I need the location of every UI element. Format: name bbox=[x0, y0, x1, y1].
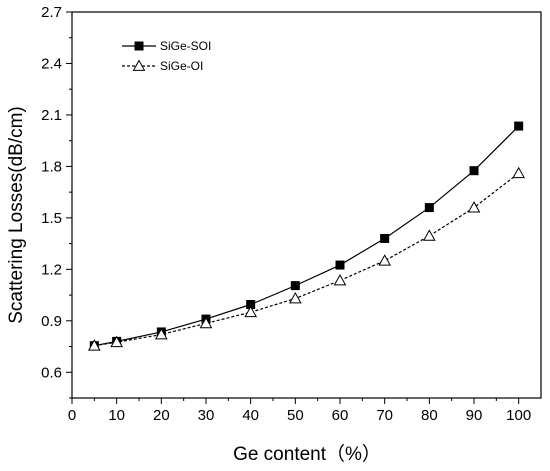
tick-marks bbox=[66, 11, 520, 404]
series-line bbox=[94, 172, 520, 347]
legend: SiGe-SOI SiGe-OI bbox=[122, 39, 211, 73]
legend-label: SiGe-SOI bbox=[160, 39, 211, 53]
y-tick-label: 2.4 bbox=[41, 55, 62, 72]
data-point bbox=[244, 305, 258, 318]
x-tick-label: 40 bbox=[242, 407, 259, 424]
data-point bbox=[199, 316, 213, 329]
x-tick-label: 10 bbox=[108, 407, 125, 424]
legend-marker bbox=[134, 41, 144, 51]
y-tick-label: 1.5 bbox=[41, 210, 62, 227]
data-point bbox=[290, 281, 300, 291]
x-tick-label: 80 bbox=[421, 407, 438, 424]
data-point bbox=[333, 273, 347, 286]
data-point bbox=[514, 121, 524, 131]
x-tick-label: 70 bbox=[376, 407, 393, 424]
y-tick-label: 2.7 bbox=[41, 4, 62, 21]
x-tick-label: 90 bbox=[466, 407, 483, 424]
data-point bbox=[288, 291, 302, 304]
tick-labels: 0 10 20 30 40 50 60 70 80 90 100 0.6 0.9 1.2 1.5 1.8 2.1… bbox=[41, 4, 531, 424]
data-point bbox=[87, 339, 101, 351]
legend-label: SiGe-OI bbox=[160, 59, 203, 73]
y-axis-title: Scattering Losses(dB/cm) bbox=[6, 106, 27, 324]
x-tick-label: 60 bbox=[332, 407, 349, 424]
data-point bbox=[422, 229, 436, 241]
y-tick-label: 1.2 bbox=[41, 261, 62, 278]
plot-frame bbox=[71, 11, 542, 399]
series-line bbox=[94, 125, 520, 347]
y-tick-label: 0.6 bbox=[41, 364, 62, 381]
data-point bbox=[467, 201, 481, 213]
series-sige-soi bbox=[89, 121, 524, 351]
x-tick-label: 50 bbox=[287, 407, 304, 424]
x-tick-label: 20 bbox=[153, 407, 170, 424]
data-series bbox=[87, 121, 526, 351]
y-tick-label: 0.9 bbox=[41, 313, 62, 330]
data-point bbox=[335, 260, 345, 270]
data-point bbox=[380, 233, 390, 243]
data-point bbox=[378, 254, 392, 266]
x-tick-label: 30 bbox=[198, 407, 215, 424]
x-axis-title: Ge content（%） bbox=[233, 443, 381, 465]
data-point bbox=[154, 327, 168, 340]
series-sige-oi bbox=[87, 166, 526, 351]
axes bbox=[71, 11, 542, 399]
legend-marker bbox=[132, 59, 146, 71]
data-point bbox=[246, 300, 256, 310]
data-point bbox=[512, 166, 526, 179]
y-tick-label: 2.1 bbox=[41, 107, 62, 124]
x-tick-label: 0 bbox=[68, 407, 76, 424]
data-point bbox=[424, 203, 434, 213]
x-tick-label: 100 bbox=[506, 407, 531, 424]
y-tick-label: 1.8 bbox=[41, 158, 62, 175]
data-point bbox=[469, 166, 479, 176]
data-point bbox=[110, 335, 124, 348]
